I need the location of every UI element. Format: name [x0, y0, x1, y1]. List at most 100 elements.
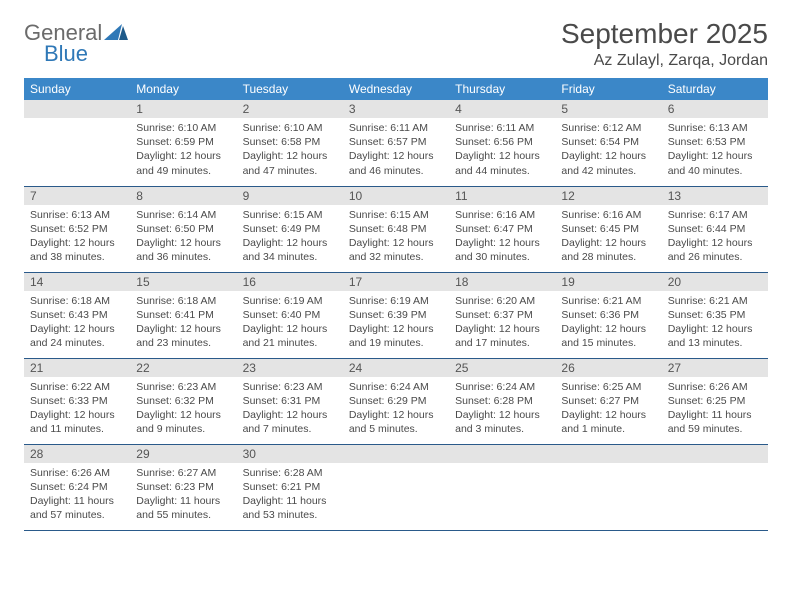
calendar-day-cell: 18Sunrise: 6:20 AMSunset: 6:37 PMDayligh…: [449, 272, 555, 358]
sunset-line: Sunset: 6:43 PM: [30, 308, 124, 322]
daylight-line: Daylight: 12 hours: [455, 236, 549, 250]
calendar-day-cell: 29Sunrise: 6:27 AMSunset: 6:23 PMDayligh…: [130, 444, 236, 530]
day-details: Sunrise: 6:10 AMSunset: 6:59 PMDaylight:…: [130, 118, 236, 182]
day-number-bar: [449, 445, 555, 463]
daylight-line: and 46 minutes.: [349, 164, 443, 178]
calendar-day-cell: 5Sunrise: 6:12 AMSunset: 6:54 PMDaylight…: [555, 100, 661, 186]
daylight-line: and 47 minutes.: [243, 164, 337, 178]
sunrise-line: Sunrise: 6:18 AM: [136, 294, 230, 308]
sunset-line: Sunset: 6:57 PM: [349, 135, 443, 149]
day-details: Sunrise: 6:20 AMSunset: 6:37 PMDaylight:…: [449, 291, 555, 355]
calendar-day-cell: 6Sunrise: 6:13 AMSunset: 6:53 PMDaylight…: [662, 100, 768, 186]
calendar-day-cell: 9Sunrise: 6:15 AMSunset: 6:49 PMDaylight…: [237, 186, 343, 272]
day-details: Sunrise: 6:21 AMSunset: 6:36 PMDaylight:…: [555, 291, 661, 355]
calendar-day-cell: 24Sunrise: 6:24 AMSunset: 6:29 PMDayligh…: [343, 358, 449, 444]
sunrise-line: Sunrise: 6:11 AM: [455, 121, 549, 135]
day-details: Sunrise: 6:28 AMSunset: 6:21 PMDaylight:…: [237, 463, 343, 527]
day-number: 19: [555, 273, 661, 291]
weekday-header: Sunday: [24, 78, 130, 100]
day-details: Sunrise: 6:26 AMSunset: 6:25 PMDaylight:…: [662, 377, 768, 441]
calendar-day-cell: 30Sunrise: 6:28 AMSunset: 6:21 PMDayligh…: [237, 444, 343, 530]
daylight-line: and 32 minutes.: [349, 250, 443, 264]
day-number: 13: [662, 187, 768, 205]
sunrise-line: Sunrise: 6:18 AM: [30, 294, 124, 308]
sunset-line: Sunset: 6:47 PM: [455, 222, 549, 236]
calendar-day-cell: [662, 444, 768, 530]
day-details: Sunrise: 6:14 AMSunset: 6:50 PMDaylight:…: [130, 205, 236, 269]
daylight-line: and 44 minutes.: [455, 164, 549, 178]
sunset-line: Sunset: 6:23 PM: [136, 480, 230, 494]
daylight-line: Daylight: 12 hours: [349, 236, 443, 250]
daylight-line: and 3 minutes.: [455, 422, 549, 436]
daylight-line: Daylight: 11 hours: [668, 408, 762, 422]
day-details: Sunrise: 6:23 AMSunset: 6:32 PMDaylight:…: [130, 377, 236, 441]
sunset-line: Sunset: 6:59 PM: [136, 135, 230, 149]
weekday-header: Saturday: [662, 78, 768, 100]
sunset-line: Sunset: 6:27 PM: [561, 394, 655, 408]
logo-word2: Blue: [44, 43, 102, 65]
sunrise-line: Sunrise: 6:13 AM: [30, 208, 124, 222]
daylight-line: and 5 minutes.: [349, 422, 443, 436]
sunrise-line: Sunrise: 6:11 AM: [349, 121, 443, 135]
day-number: 30: [237, 445, 343, 463]
calendar-day-cell: 7Sunrise: 6:13 AMSunset: 6:52 PMDaylight…: [24, 186, 130, 272]
day-number: 9: [237, 187, 343, 205]
calendar-day-cell: 19Sunrise: 6:21 AMSunset: 6:36 PMDayligh…: [555, 272, 661, 358]
sunset-line: Sunset: 6:40 PM: [243, 308, 337, 322]
calendar-day-cell: [449, 444, 555, 530]
day-details: Sunrise: 6:15 AMSunset: 6:49 PMDaylight:…: [237, 205, 343, 269]
day-number: 24: [343, 359, 449, 377]
sunrise-line: Sunrise: 6:26 AM: [668, 380, 762, 394]
daylight-line: Daylight: 12 hours: [136, 236, 230, 250]
sunset-line: Sunset: 6:21 PM: [243, 480, 337, 494]
sunrise-line: Sunrise: 6:10 AM: [136, 121, 230, 135]
sunrise-line: Sunrise: 6:23 AM: [136, 380, 230, 394]
logo: General Blue: [24, 18, 128, 65]
daylight-line: and 30 minutes.: [455, 250, 549, 264]
day-details: Sunrise: 6:12 AMSunset: 6:54 PMDaylight:…: [555, 118, 661, 182]
sunrise-line: Sunrise: 6:10 AM: [243, 121, 337, 135]
day-number: 14: [24, 273, 130, 291]
daylight-line: and 34 minutes.: [243, 250, 337, 264]
sunset-line: Sunset: 6:45 PM: [561, 222, 655, 236]
day-number: 11: [449, 187, 555, 205]
daylight-line: and 11 minutes.: [30, 422, 124, 436]
sunrise-line: Sunrise: 6:14 AM: [136, 208, 230, 222]
day-details: Sunrise: 6:25 AMSunset: 6:27 PMDaylight:…: [555, 377, 661, 441]
daylight-line: Daylight: 12 hours: [668, 322, 762, 336]
day-number: 5: [555, 100, 661, 118]
weekday-header: Wednesday: [343, 78, 449, 100]
day-details: Sunrise: 6:18 AMSunset: 6:43 PMDaylight:…: [24, 291, 130, 355]
sunset-line: Sunset: 6:31 PM: [243, 394, 337, 408]
daylight-line: Daylight: 12 hours: [243, 236, 337, 250]
daylight-line: and 38 minutes.: [30, 250, 124, 264]
day-details: Sunrise: 6:11 AMSunset: 6:56 PMDaylight:…: [449, 118, 555, 182]
daylight-line: Daylight: 12 hours: [136, 149, 230, 163]
daylight-line: Daylight: 12 hours: [668, 236, 762, 250]
sunrise-line: Sunrise: 6:15 AM: [349, 208, 443, 222]
day-details: Sunrise: 6:10 AMSunset: 6:58 PMDaylight:…: [237, 118, 343, 182]
sunrise-line: Sunrise: 6:15 AM: [243, 208, 337, 222]
weekday-header: Tuesday: [237, 78, 343, 100]
sunrise-line: Sunrise: 6:13 AM: [668, 121, 762, 135]
day-number: 22: [130, 359, 236, 377]
sunset-line: Sunset: 6:56 PM: [455, 135, 549, 149]
day-details: Sunrise: 6:11 AMSunset: 6:57 PMDaylight:…: [343, 118, 449, 182]
calendar-day-cell: 26Sunrise: 6:25 AMSunset: 6:27 PMDayligh…: [555, 358, 661, 444]
daylight-line: and 59 minutes.: [668, 422, 762, 436]
sunset-line: Sunset: 6:25 PM: [668, 394, 762, 408]
sunset-line: Sunset: 6:35 PM: [668, 308, 762, 322]
sunrise-line: Sunrise: 6:19 AM: [349, 294, 443, 308]
weekday-header: Thursday: [449, 78, 555, 100]
sunrise-line: Sunrise: 6:28 AM: [243, 466, 337, 480]
calendar-week-row: 28Sunrise: 6:26 AMSunset: 6:24 PMDayligh…: [24, 444, 768, 530]
sunset-line: Sunset: 6:53 PM: [668, 135, 762, 149]
day-number: 23: [237, 359, 343, 377]
day-details: Sunrise: 6:24 AMSunset: 6:28 PMDaylight:…: [449, 377, 555, 441]
sunrise-line: Sunrise: 6:17 AM: [668, 208, 762, 222]
day-details: Sunrise: 6:13 AMSunset: 6:52 PMDaylight:…: [24, 205, 130, 269]
calendar-day-cell: 10Sunrise: 6:15 AMSunset: 6:48 PMDayligh…: [343, 186, 449, 272]
daylight-line: and 15 minutes.: [561, 336, 655, 350]
daylight-line: and 57 minutes.: [30, 508, 124, 522]
day-number: 16: [237, 273, 343, 291]
